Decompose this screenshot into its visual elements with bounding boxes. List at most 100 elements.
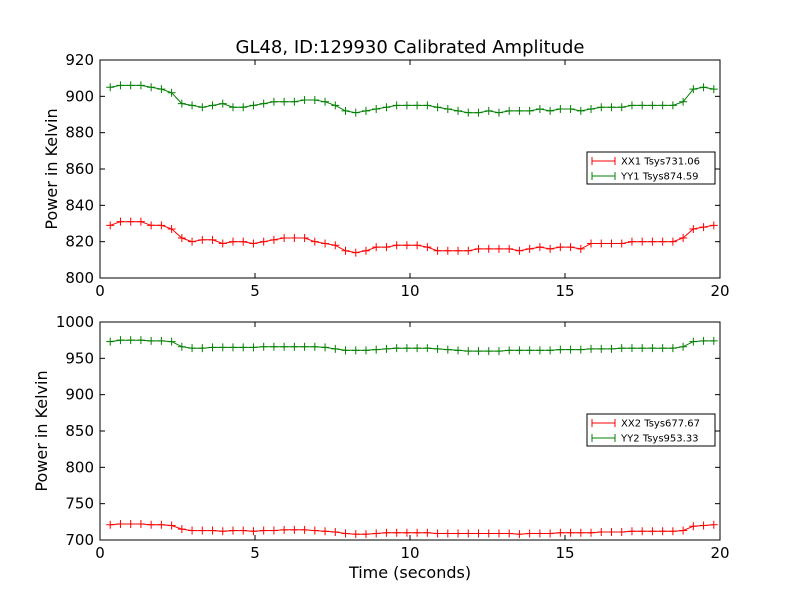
data-point [269, 526, 278, 535]
data-point [505, 529, 514, 538]
data-point [351, 248, 360, 257]
data-point [515, 106, 524, 115]
data-point [341, 529, 350, 538]
x-tick-label: 20 [710, 282, 729, 300]
data-point [638, 237, 647, 246]
x-tick-label: 15 [555, 544, 574, 562]
data-point [228, 526, 237, 535]
data-point [188, 101, 197, 110]
data-point [147, 221, 156, 230]
data-point [658, 344, 667, 353]
data-point [269, 235, 278, 244]
series-1 [106, 520, 718, 539]
data-point [136, 336, 145, 345]
data-point [361, 530, 370, 539]
data-point [402, 528, 411, 537]
data-point [280, 525, 289, 534]
y-tick-label: 880 [65, 124, 94, 142]
data-point [392, 241, 401, 250]
data-point [535, 105, 544, 114]
data-point [474, 244, 483, 253]
data-point [638, 344, 647, 353]
data-point [361, 346, 370, 355]
data-point [464, 347, 473, 356]
data-point [525, 244, 534, 253]
data-point [372, 529, 381, 538]
data-point [249, 527, 258, 536]
data-point [239, 343, 248, 352]
data-point [413, 241, 422, 250]
data-point [587, 344, 596, 353]
data-point [546, 244, 555, 253]
data-point [689, 85, 698, 94]
data-point [597, 344, 606, 353]
data-point [699, 336, 708, 345]
data-point [668, 527, 677, 536]
data-point [402, 344, 411, 353]
data-point [566, 528, 575, 537]
data-point [372, 243, 381, 252]
data-point [443, 246, 452, 255]
data-point [382, 344, 391, 353]
data-point [136, 217, 145, 226]
data-point [433, 529, 442, 538]
legend-marker [591, 157, 616, 165]
data-point [627, 527, 636, 536]
data-point [300, 525, 309, 534]
data-point [566, 345, 575, 354]
data-point [617, 344, 626, 353]
data-point [689, 224, 698, 233]
data-point [310, 95, 319, 104]
data-point [136, 520, 145, 529]
data-point [505, 106, 514, 115]
data-point [228, 343, 237, 352]
legend: XX2 Tsys677.67 YY2 Tsys953.33 [586, 413, 716, 447]
data-point [658, 101, 667, 110]
data-point [310, 526, 319, 535]
series-2 [106, 336, 718, 356]
data-point [208, 526, 217, 535]
x-tick-label: 5 [250, 282, 260, 300]
data-point [239, 237, 248, 246]
data-point [126, 81, 135, 90]
data-point [597, 239, 606, 248]
data-point [484, 347, 493, 356]
data-point [208, 101, 217, 110]
data-point [494, 347, 503, 356]
x-tick-label: 15 [555, 282, 574, 300]
data-point [679, 526, 688, 535]
y-tick-label: 860 [65, 160, 94, 178]
data-point [372, 105, 381, 114]
data-point [106, 221, 115, 230]
data-point [546, 529, 555, 538]
x-axis-label: Time (seconds) [348, 563, 471, 582]
data-point [147, 520, 156, 529]
data-point [310, 237, 319, 246]
data-point [556, 528, 565, 537]
data-point [454, 106, 463, 115]
data-point [106, 337, 115, 346]
data-point [126, 520, 135, 529]
y-axis-label: Power in Kelvin [32, 370, 51, 491]
data-point [607, 103, 616, 112]
data-point [587, 528, 596, 537]
data-point [464, 246, 473, 255]
data-point [627, 101, 636, 110]
data-point [167, 224, 176, 233]
data-point [249, 239, 258, 248]
data-point [423, 243, 432, 252]
data-point [341, 246, 350, 255]
data-point [208, 343, 217, 352]
x-tick-label: 10 [400, 544, 419, 562]
data-point [556, 345, 565, 354]
data-point [116, 336, 125, 345]
y-tick-label: 750 [65, 495, 94, 513]
data-point [433, 246, 442, 255]
data-point [648, 527, 657, 536]
data-point [116, 217, 125, 226]
y-tick-label: 800 [65, 269, 94, 287]
data-point [157, 85, 166, 94]
data-point [607, 344, 616, 353]
data-point [382, 103, 391, 112]
data-point [228, 237, 237, 246]
